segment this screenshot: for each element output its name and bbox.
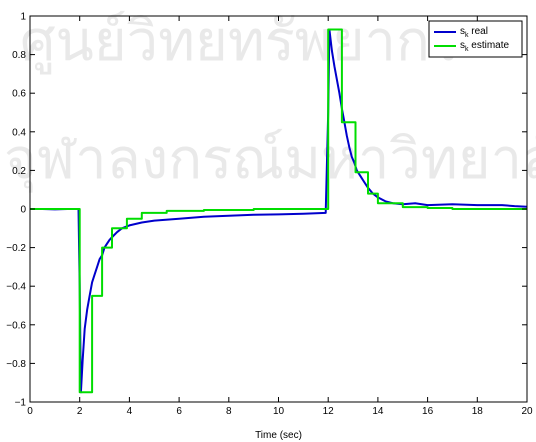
x-tick-label: 0 (27, 406, 33, 417)
y-tick-label: 1 (20, 12, 26, 23)
watermark-line-2: จุฬาลงกรณ์มหาวิทยาลัย (4, 127, 536, 193)
y-tick-label: 0.4 (12, 127, 26, 138)
x-tick-label: 12 (323, 406, 335, 417)
legend-label-1: sk estimate (460, 40, 510, 53)
y-tick-label: −0.8 (6, 359, 26, 370)
x-tick-label: 8 (226, 406, 232, 417)
legend-label-subscript: k (465, 32, 469, 39)
y-tick-label: −0.2 (6, 243, 26, 254)
tick-labels: 0 2 4 6 8 10 12 14 16 18 20 −1 −0.8 −0.6 −0.4 −0.2 0 0.2 0… (6, 12, 533, 418)
legend-label-name: s (460, 26, 465, 37)
y-tick-label: 0 (20, 205, 26, 216)
x-axis-label: Time (sec) (255, 430, 302, 441)
y-tick-label: 0.2 (12, 166, 26, 177)
legend-label-subscript: k (465, 46, 469, 53)
x-tick-label: 6 (176, 406, 182, 417)
axis-ticks (29, 15, 528, 403)
legend-label-suffix: estimate (469, 40, 510, 51)
series-line-1 (30, 28, 527, 394)
x-tick-label: 2 (77, 406, 83, 417)
legend-label-name: s (460, 40, 465, 51)
legend-label-0: sk real (460, 26, 488, 39)
watermark-line-1: ศูนย์วิทยทรัพยากร (20, 9, 460, 75)
legend-label-suffix: real (469, 26, 488, 37)
y-tick-label: −0.6 (6, 320, 26, 331)
y-tick-label: −1 (15, 398, 27, 409)
y-tick-label: 0.8 (12, 50, 26, 61)
x-tick-label: 14 (372, 406, 384, 417)
y-tick-label: 0.6 (12, 89, 26, 100)
series-line-0 (30, 28, 528, 394)
x-tick-label: 4 (127, 406, 133, 417)
y-tick-label: −0.4 (6, 282, 26, 293)
x-tick-label: 10 (273, 406, 285, 417)
x-tick-label: 16 (422, 406, 434, 417)
x-tick-label: 20 (521, 406, 533, 417)
legend-box (428, 20, 523, 58)
plot-lines (30, 28, 528, 394)
x-tick-label: 18 (472, 406, 484, 417)
watermark: ศูนย์วิทยทรัพยากร จุฬาลงกรณ์มหาวิทยาลัย (4, 9, 536, 193)
